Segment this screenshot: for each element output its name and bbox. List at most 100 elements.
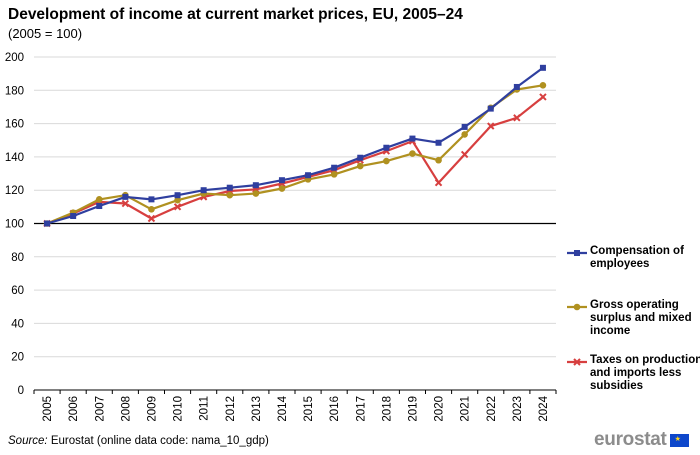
- legend-point-taxes-stroke-b: [573, 358, 581, 366]
- data-point-gross-operating-surplus-2017: [356, 162, 364, 170]
- data-point-taxes-2021-stroke-b: [460, 150, 469, 159]
- data-point-gross-operating-surplus-2024: [539, 82, 547, 89]
- data-point-gross-operating-surplus-2010: [174, 196, 181, 204]
- data-point-taxes-2010-stroke-b: [173, 203, 182, 211]
- data-point-taxes-2021: [460, 150, 469, 159]
- data-point-compensation-2020: [435, 139, 442, 146]
- legend-swatch-taxes: [567, 358, 587, 366]
- data-point-taxes-2024: [539, 93, 547, 101]
- x-tick-label-2011: 2011: [199, 396, 211, 421]
- series-lines: [43, 64, 547, 228]
- y-tick-label-120: 120: [5, 185, 24, 197]
- legend-label-gross-operating-surplus: Gross operating surplus and mixed income: [590, 299, 692, 337]
- gridlines: [34, 56, 556, 358]
- legend-point-gross-operating-surplus: [573, 303, 581, 311]
- legend-point-taxes: [573, 358, 581, 366]
- data-point-taxes-2010: [173, 203, 182, 211]
- data-point-gross-operating-surplus-2012: [226, 191, 234, 199]
- data-point-compensation-2006: [70, 213, 77, 220]
- x-tick-label-2018: 2018: [381, 396, 393, 422]
- series-line-taxes: [46, 96, 544, 225]
- data-point-taxes-2022: [487, 122, 495, 130]
- y-tick-label-160: 160: [5, 119, 24, 131]
- y-tick-label-60: 60: [11, 285, 24, 297]
- x-tick-label-2014: 2014: [277, 395, 289, 421]
- x-tick-label-2010: 2010: [173, 396, 185, 422]
- data-point-compensation-2021: [461, 123, 468, 130]
- y-tick-label-0: 0: [18, 385, 24, 397]
- x-tick-label-2009: 2009: [146, 396, 158, 422]
- legend-swatch-gross-operating-surplus: [567, 303, 587, 311]
- data-point-gross-operating-surplus-2020: [435, 156, 442, 164]
- y-tick-label-80: 80: [11, 252, 24, 264]
- x-tick-label-2017: 2017: [355, 396, 367, 422]
- data-point-gross-operating-surplus-2014: [278, 185, 286, 192]
- eurostat-logo-text: eurostat: [594, 429, 667, 450]
- x-tick-label-2007: 2007: [94, 396, 106, 422]
- legend-item-taxes: Taxes on production and imports less sub…: [566, 354, 700, 393]
- legend-item-gross-operating-surplus: Gross operating surplus and mixed income: [566, 299, 700, 338]
- x-tick-label-2019: 2019: [407, 396, 419, 422]
- legend-point-compensation: [574, 250, 580, 256]
- x-tick-label-2020: 2020: [434, 396, 446, 422]
- data-point-compensation-2007: [96, 203, 103, 210]
- data-point-compensation-2015: [305, 172, 312, 179]
- x-tick-label-2013: 2013: [251, 396, 263, 422]
- axes: 0 20 40 60 80 100 120 140 160 180 200 2005 2006 2007 2…: [5, 52, 557, 422]
- data-point-gross-operating-surplus-2021: [461, 131, 468, 138]
- x-tick-label-2012: 2012: [225, 396, 237, 422]
- chart-subtitle: (2005 = 100): [8, 26, 83, 41]
- legend-label-compensation: Compensation of employees: [590, 245, 684, 270]
- y-tick-label-20: 20: [11, 352, 24, 364]
- y-tick-label-40: 40: [11, 318, 24, 330]
- data-point-gross-operating-surplus-2013: [252, 190, 260, 197]
- data-point-compensation-2024: [539, 64, 546, 71]
- series-line-compensation: [46, 66, 544, 225]
- data-point-taxes-2022-stroke-b: [487, 122, 495, 130]
- x-tick-label-2005: 2005: [42, 396, 54, 422]
- source-note: Source: Eurostat (online data code: nama…: [8, 435, 269, 447]
- x-tick-label-2006: 2006: [68, 396, 80, 422]
- data-point-gross-operating-surplus-2016: [330, 171, 338, 178]
- legend-marker-gross-operating-surplus: [566, 300, 588, 312]
- eurostat-logo: eurostat ★: [594, 429, 689, 451]
- data-point-compensation-2011: [200, 187, 207, 194]
- data-point-compensation-2008: [122, 193, 129, 200]
- data-point-compensation-2017: [357, 154, 364, 161]
- data-point-gross-operating-surplus-2007: [95, 196, 103, 203]
- data-point-taxes-2023-stroke-b: [513, 114, 521, 122]
- y-tick-label-200: 200: [5, 52, 24, 64]
- data-point-taxes-2009-stroke-b: [147, 214, 156, 223]
- y-tick-label-140: 140: [5, 152, 24, 164]
- data-point-compensation-2010: [174, 192, 181, 199]
- source-text: Eurostat (online data code: nama_10_gdp): [47, 435, 269, 447]
- legend-item-compensation: Compensation of employees: [566, 245, 700, 271]
- data-point-compensation-2014: [278, 177, 285, 184]
- data-point-compensation-2022: [487, 105, 494, 112]
- eu-flag-icon: ★: [669, 433, 689, 447]
- x-tick-label-2022: 2022: [486, 396, 498, 422]
- data-point-compensation-2009: [148, 196, 155, 203]
- data-point-taxes-2023: [513, 114, 521, 122]
- source-label: Source:: [8, 435, 48, 447]
- data-point-taxes-2008-stroke-b: [121, 199, 130, 208]
- data-point-taxes-2020: [434, 179, 443, 187]
- data-point-compensation-2013: [252, 182, 259, 189]
- legend-marker-taxes: [566, 355, 588, 367]
- data-point-compensation-2023: [513, 83, 520, 90]
- data-point-gross-operating-surplus-2009: [148, 206, 155, 213]
- data-point-gross-operating-surplus-2019: [409, 150, 416, 157]
- data-point-compensation-2016: [331, 164, 338, 171]
- data-point-taxes-2020-stroke-b: [434, 179, 443, 187]
- data-point-taxes-2009: [147, 214, 156, 223]
- legend-marker-compensation: [566, 246, 588, 258]
- y-tick-label-100: 100: [5, 219, 24, 231]
- data-point-gross-operating-surplus-2018: [383, 157, 390, 165]
- x-tick-label-2024: 2024: [538, 395, 550, 421]
- data-point-compensation-2019: [409, 135, 416, 142]
- y-tick-label-180: 180: [5, 85, 24, 97]
- chart-title: Development of income at current market …: [8, 6, 463, 23]
- data-point-compensation-2012: [226, 184, 233, 191]
- x-tick-label-2008: 2008: [120, 396, 132, 422]
